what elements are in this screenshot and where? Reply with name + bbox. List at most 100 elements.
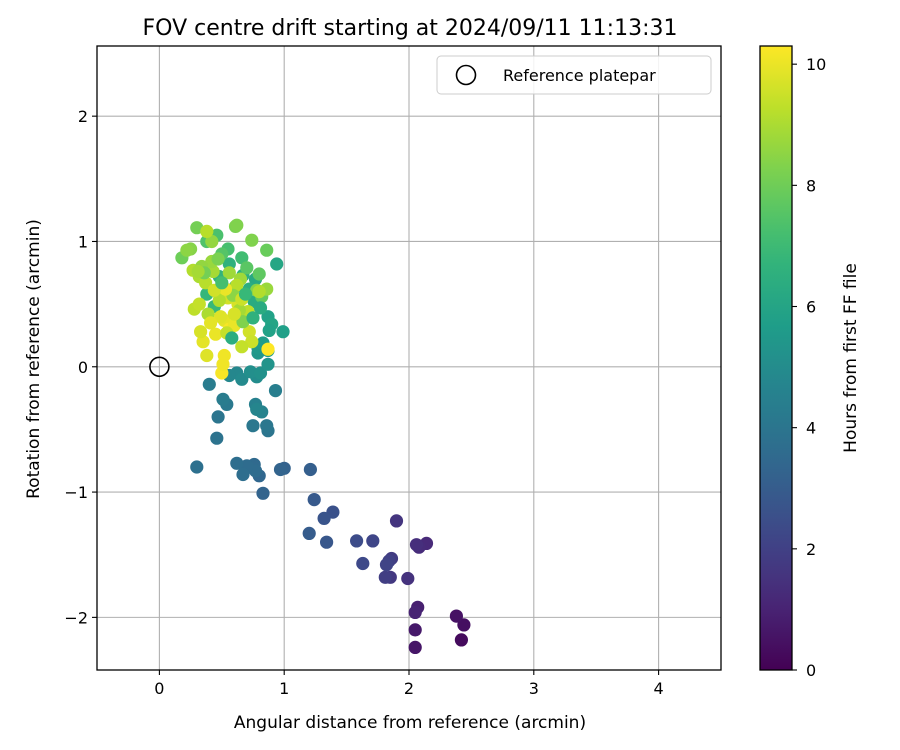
- data-point: [238, 287, 253, 301]
- data-point: [235, 372, 249, 386]
- data-point: [350, 534, 364, 548]
- data-point: [261, 357, 275, 371]
- data-point: [317, 511, 331, 525]
- data-point: [245, 233, 259, 247]
- data-point: [216, 392, 230, 406]
- data-point: [260, 419, 274, 433]
- y-tick-label: 1: [78, 232, 88, 251]
- data-point: [253, 366, 268, 380]
- data-point: [389, 514, 404, 528]
- legend-marker-icon: [455, 64, 477, 86]
- data-point: [209, 327, 223, 341]
- data-point: [268, 384, 283, 398]
- data-point: [276, 325, 290, 339]
- reference-platepar-marker: [149, 356, 170, 378]
- data-point: [449, 609, 463, 623]
- data-point: [379, 558, 394, 572]
- data-point: [236, 315, 250, 329]
- data-point: [270, 257, 284, 271]
- data-point: [262, 323, 276, 337]
- x-tick-label: 2: [404, 679, 414, 698]
- x-tick-label: 3: [529, 679, 539, 698]
- data-point: [302, 526, 316, 541]
- data-point: [252, 267, 266, 281]
- data-point: [256, 486, 270, 500]
- data-point: [260, 243, 274, 257]
- data-point: [212, 293, 226, 307]
- data-point: [253, 301, 268, 315]
- data-point: [240, 261, 254, 275]
- colorbar-tick-label: 6: [806, 298, 816, 317]
- colorbar-tick-label: 0: [806, 661, 816, 680]
- data-points: [175, 218, 471, 655]
- x-tick-label: 4: [654, 679, 664, 698]
- data-point: [307, 493, 321, 507]
- data-point: [211, 252, 225, 266]
- data-point: [199, 276, 213, 290]
- legend-box: [436, 55, 712, 95]
- data-point: [246, 419, 260, 433]
- colorbar-tick-label: 4: [806, 419, 816, 438]
- colorbar-label: Hours from first FF file: [841, 263, 861, 453]
- data-point: [191, 264, 205, 279]
- colorbar-ticks: 0 2 4 6 8 10: [792, 55, 826, 680]
- data-point: [242, 325, 256, 339]
- data-point: [366, 534, 380, 548]
- data-point: [378, 570, 392, 584]
- y-tick-label: −1: [64, 483, 88, 502]
- data-point: [227, 307, 241, 321]
- data-point: [230, 218, 244, 232]
- data-point: [250, 402, 264, 416]
- colorbar: [759, 45, 793, 671]
- y-tick-label: −2: [64, 608, 88, 627]
- colorbar-tick-label: 10: [806, 55, 826, 74]
- y-tick-label: 2: [78, 107, 88, 126]
- data-point: [261, 342, 275, 356]
- data-point: [454, 633, 468, 647]
- data-point: [320, 535, 334, 549]
- data-point: [246, 311, 260, 325]
- data-point: [216, 357, 230, 371]
- x-axis-ticks: 0 1 2 3 4: [154, 670, 664, 698]
- legend-label: Reference platepar: [503, 66, 656, 85]
- chart-title: FOV centre drift starting at 2024/09/11 …: [143, 16, 678, 41]
- data-point: [194, 325, 208, 339]
- data-point: [235, 251, 249, 265]
- y-axis-label: Rotation from reference (arcmin): [24, 219, 44, 499]
- data-point: [196, 335, 210, 349]
- data-point: [190, 460, 204, 474]
- data-point: [243, 365, 258, 379]
- data-point: [222, 266, 236, 280]
- data-point: [457, 618, 471, 632]
- data-point: [245, 335, 259, 349]
- data-point: [210, 431, 224, 445]
- grid: [97, 46, 721, 670]
- x-axis-label: Angular distance from reference (arcmin): [234, 713, 586, 733]
- data-point: [214, 310, 228, 324]
- data-point: [190, 221, 204, 235]
- data-point: [409, 538, 424, 552]
- data-point: [204, 316, 218, 330]
- data-point: [200, 348, 214, 363]
- data-point: [205, 234, 219, 249]
- data-point: [273, 462, 288, 477]
- data-point: [211, 410, 225, 424]
- data-point: [356, 556, 370, 571]
- data-point: [236, 467, 250, 482]
- x-tick-label: 0: [154, 679, 164, 698]
- data-point: [252, 285, 266, 299]
- data-point: [408, 640, 422, 655]
- data-point: [408, 623, 422, 637]
- data-point: [303, 462, 317, 477]
- data-point: [202, 377, 216, 391]
- data-point: [230, 456, 244, 470]
- data-point: [225, 331, 239, 345]
- y-tick-label: 0: [78, 358, 88, 377]
- data-point: [230, 278, 244, 292]
- data-point: [408, 605, 422, 620]
- x-tick-label: 1: [279, 679, 289, 698]
- legend: Reference platepar: [436, 55, 712, 95]
- y-axis-ticks: −2 −1 0 1 2: [64, 107, 97, 627]
- data-point: [235, 340, 249, 354]
- colorbar-tick-label: 2: [806, 540, 816, 559]
